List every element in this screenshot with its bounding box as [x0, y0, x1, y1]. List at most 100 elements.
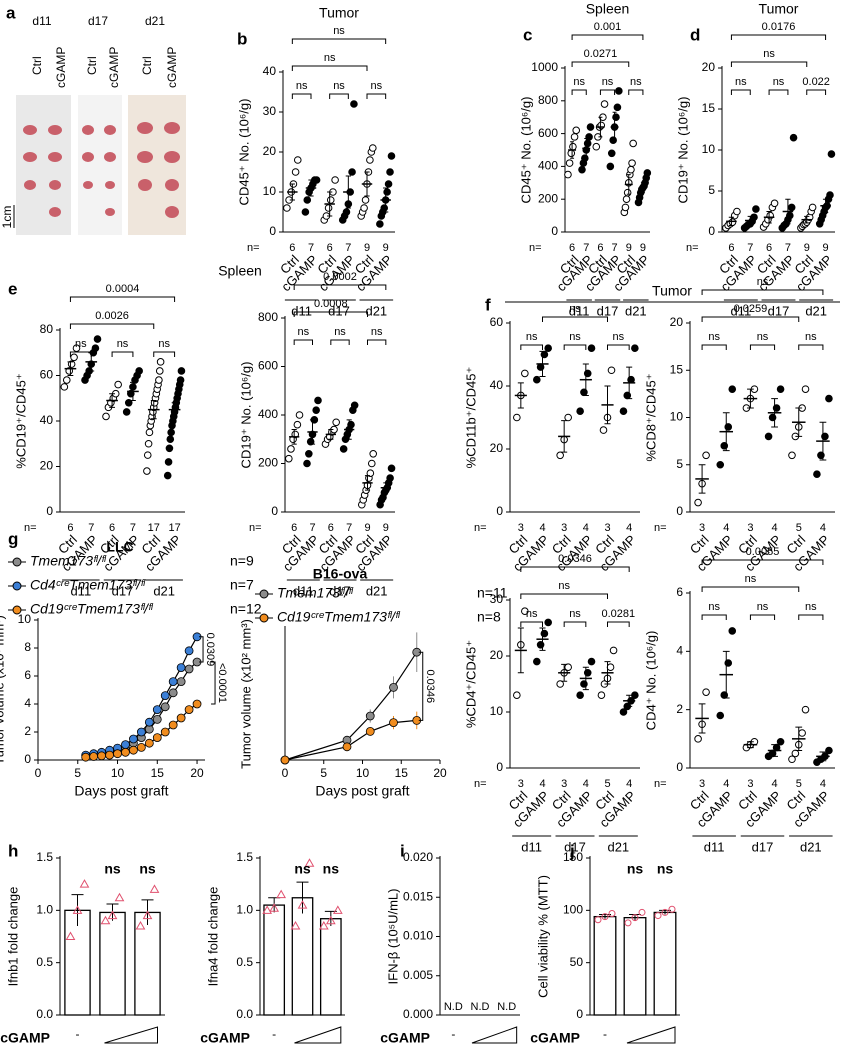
bracket: [798, 614, 824, 620]
bracket: [153, 351, 176, 357]
bracket: [701, 586, 800, 592]
bracket-label: ns: [613, 331, 625, 343]
day-label: d11: [291, 303, 312, 318]
error-bar: [130, 381, 136, 402]
n-value: 7: [88, 522, 94, 534]
bracket: [69, 351, 92, 357]
n-value: 6: [67, 522, 73, 534]
data-point: [565, 159, 574, 167]
data-point: [152, 715, 162, 724]
annotation: ns: [104, 861, 121, 877]
bracket-label: ns: [573, 76, 585, 88]
y-tick-label: 8: [24, 640, 31, 654]
n-value: 6: [569, 242, 575, 254]
data-point: [586, 123, 595, 131]
error-bar: [291, 429, 297, 445]
n-value: 17: [148, 522, 160, 534]
y-axis-label: %CD19⁺/CD45⁺: [13, 373, 28, 468]
day-label: d11: [293, 583, 314, 598]
bracket: [730, 61, 808, 67]
error-bar: [747, 388, 754, 409]
legend-label: Cd4ᶜʳᵉTmem173ᶠˡ/ᶠˡ: [30, 577, 146, 593]
data-point: [750, 213, 758, 222]
y-axis-label: %CD4⁺/CD45⁺: [463, 640, 478, 728]
day-label: d21: [625, 303, 647, 318]
bracket: [607, 621, 630, 627]
data-point: [513, 691, 521, 700]
y-tick-label: 1.0: [236, 903, 253, 917]
n-value: 5: [604, 778, 610, 790]
n-value: 4: [583, 778, 589, 790]
error-bar: [561, 420, 568, 453]
day-label: d17: [597, 303, 619, 318]
bracket: [293, 284, 387, 290]
group-label: Ctrl: [30, 56, 44, 75]
x-tick-label: 0: [35, 766, 42, 780]
y-tick-label: 1.5: [36, 850, 53, 864]
y-tick-label: 0: [24, 752, 31, 766]
y-tick-label: 6: [676, 585, 683, 599]
bracket-label: ns: [602, 76, 614, 88]
data-point: [813, 470, 821, 479]
y-axis-label: CD4⁺ No. (10⁶/g): [643, 631, 658, 731]
panel-letter: d: [690, 25, 700, 44]
day-label: d11: [569, 303, 590, 318]
data-point: [144, 439, 153, 448]
error-bar: [327, 191, 333, 217]
n-value: 4: [723, 778, 729, 790]
data-point: [160, 727, 170, 737]
data-point: [361, 196, 370, 204]
bracket-label: ns: [757, 601, 769, 613]
data-point: [100, 915, 111, 925]
group-label: cGAMP: [107, 47, 121, 88]
error-bar: [517, 627, 524, 674]
n-label: n=: [474, 778, 487, 790]
data-point: [176, 713, 186, 723]
bracket-label: ns: [296, 80, 308, 92]
bar: [319, 918, 342, 1016]
error-bar: [364, 171, 370, 197]
y-axis-label: Ifna4 fold change: [205, 887, 220, 987]
data-point: [176, 376, 185, 384]
n-value: 4: [772, 522, 778, 534]
data-point: [105, 750, 114, 760]
data-point: [369, 450, 378, 458]
bracket-label: 0.0002: [323, 271, 357, 283]
error-bar: [822, 198, 829, 213]
error-bar: [640, 182, 645, 194]
data-point: [387, 152, 396, 160]
y-tick-label: 20: [670, 315, 684, 329]
data-point: [303, 196, 312, 204]
n-value: 7: [345, 242, 351, 254]
data-point: [615, 87, 623, 95]
data-point: [569, 142, 577, 151]
data-point: [291, 430, 300, 439]
data-point: [97, 751, 107, 761]
day-label: d21: [805, 303, 827, 318]
y-tick-label: 0: [496, 504, 503, 518]
bracket: [607, 344, 630, 350]
bar: [593, 915, 617, 1016]
y-tick-label: 600: [258, 359, 278, 373]
n-value: 6: [109, 522, 115, 534]
day-label: d17: [328, 303, 350, 318]
n-value: 6: [327, 242, 333, 254]
bracket-label: 0.0026: [95, 310, 129, 322]
bar: [263, 904, 286, 1016]
y-tick-label: 20: [490, 648, 504, 662]
data-point: [107, 910, 118, 920]
bracket-label: ns: [158, 338, 170, 350]
n-value: 17: [168, 522, 180, 534]
data-point: [350, 401, 359, 410]
data-point: [613, 103, 622, 112]
data-point: [295, 411, 304, 419]
data-point: [606, 663, 615, 672]
data-point: [152, 733, 162, 742]
data-point: [168, 677, 178, 686]
data-point: [144, 738, 154, 748]
data-point: [594, 916, 602, 924]
data-point: [280, 755, 290, 765]
data-point: [654, 912, 662, 920]
data-point: [164, 458, 173, 466]
data-point: [728, 218, 737, 226]
